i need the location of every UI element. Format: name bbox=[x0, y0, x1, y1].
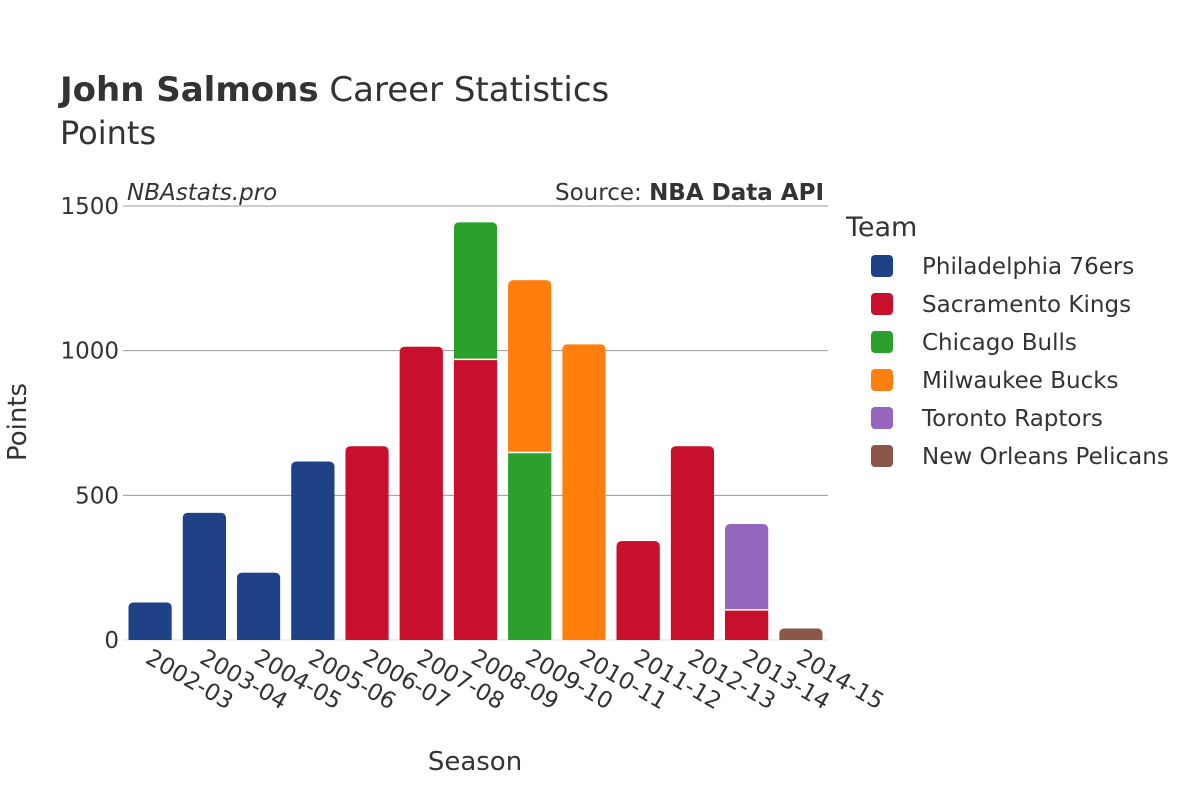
legend-label: Sacramento Kings bbox=[922, 292, 1131, 318]
x-axis-title: Season bbox=[428, 747, 522, 777]
bar-stack-2006-07 bbox=[345, 446, 389, 640]
bar-stack-2014-15 bbox=[779, 628, 823, 640]
bar-segment bbox=[562, 344, 606, 640]
y-tick-label: 1000 bbox=[60, 339, 119, 365]
legend-label: Philadelphia 76ers bbox=[922, 254, 1134, 280]
bars bbox=[128, 222, 823, 640]
bar-segment bbox=[453, 222, 498, 360]
bar-segment bbox=[236, 572, 281, 640]
bar-stack-2003-04 bbox=[182, 512, 227, 640]
bar-stack-2013-14 bbox=[724, 523, 769, 640]
bar-stack-2002-03 bbox=[128, 602, 172, 640]
y-axis-title: Points bbox=[3, 383, 33, 461]
bar-segment bbox=[616, 541, 660, 640]
legend-swatch bbox=[871, 369, 893, 391]
y-tick-label: 500 bbox=[75, 483, 119, 509]
chart-title-player: John Salmons bbox=[58, 70, 319, 110]
legend: Team Philadelphia 76ers Sacramento Kings C… bbox=[845, 212, 1169, 470]
source-text: Source: NBA Data API bbox=[555, 180, 824, 206]
bar-segment bbox=[508, 452, 552, 640]
legend-swatch bbox=[871, 255, 893, 277]
source-name: NBA Data API bbox=[649, 180, 824, 206]
bar-stack-2005-06 bbox=[291, 461, 335, 640]
legend-swatch bbox=[871, 331, 893, 353]
y-tick-label: 0 bbox=[104, 628, 119, 654]
bar-stack-2009-10 bbox=[508, 280, 552, 640]
legend-label: New Orleans Pelicans bbox=[922, 444, 1169, 470]
x-tick-labels: 2002-032003-042004-052005-062006-072007-… bbox=[141, 645, 888, 716]
legend-title: Team bbox=[845, 212, 917, 243]
bar-segment bbox=[724, 609, 769, 640]
bar-stack-2008-09 bbox=[453, 222, 498, 640]
bar-stack-2007-08 bbox=[399, 346, 443, 640]
bar-stack-2012-13 bbox=[670, 446, 715, 640]
bar-segment bbox=[345, 446, 389, 640]
bar-stack-2010-11 bbox=[562, 344, 606, 640]
legend-item: Philadelphia 76ers bbox=[871, 254, 1134, 280]
bar-segment bbox=[453, 359, 498, 640]
source-label: Source: bbox=[555, 180, 649, 206]
chart-title: John Salmons Career Statistics bbox=[58, 70, 609, 110]
legend-swatch bbox=[871, 293, 893, 315]
legend-item: Sacramento Kings bbox=[871, 292, 1131, 318]
bar-segment bbox=[779, 628, 823, 640]
credit-text: NBAstats.pro bbox=[127, 180, 277, 206]
bar-stack-2004-05 bbox=[236, 572, 281, 640]
bar-segment bbox=[182, 512, 227, 640]
legend-label: Toronto Raptors bbox=[921, 406, 1103, 432]
bar-segment bbox=[399, 346, 443, 640]
bar-stack-2011-12 bbox=[616, 541, 660, 640]
y-tick-labels: 0 500 1000 1500 bbox=[60, 194, 119, 654]
legend-item: Toronto Raptors bbox=[871, 406, 1103, 432]
bar-segment bbox=[508, 280, 552, 453]
legend-item: Chicago Bulls bbox=[871, 330, 1077, 356]
legend-item: New Orleans Pelicans bbox=[871, 444, 1169, 470]
bar-segment bbox=[291, 461, 335, 640]
legend-item: Milwaukee Bucks bbox=[871, 368, 1119, 394]
legend-swatch bbox=[871, 445, 893, 467]
bar-segment bbox=[128, 602, 172, 640]
bar-segment bbox=[670, 446, 715, 640]
chart-subtitle: Points bbox=[60, 114, 156, 152]
legend-label: Milwaukee Bucks bbox=[922, 368, 1119, 394]
legend-label: Chicago Bulls bbox=[922, 330, 1077, 356]
legend-swatch bbox=[871, 407, 893, 429]
chart-title-rest: Career Statistics bbox=[319, 70, 610, 110]
bar-segment bbox=[724, 523, 769, 610]
y-tick-label: 1500 bbox=[60, 194, 119, 220]
